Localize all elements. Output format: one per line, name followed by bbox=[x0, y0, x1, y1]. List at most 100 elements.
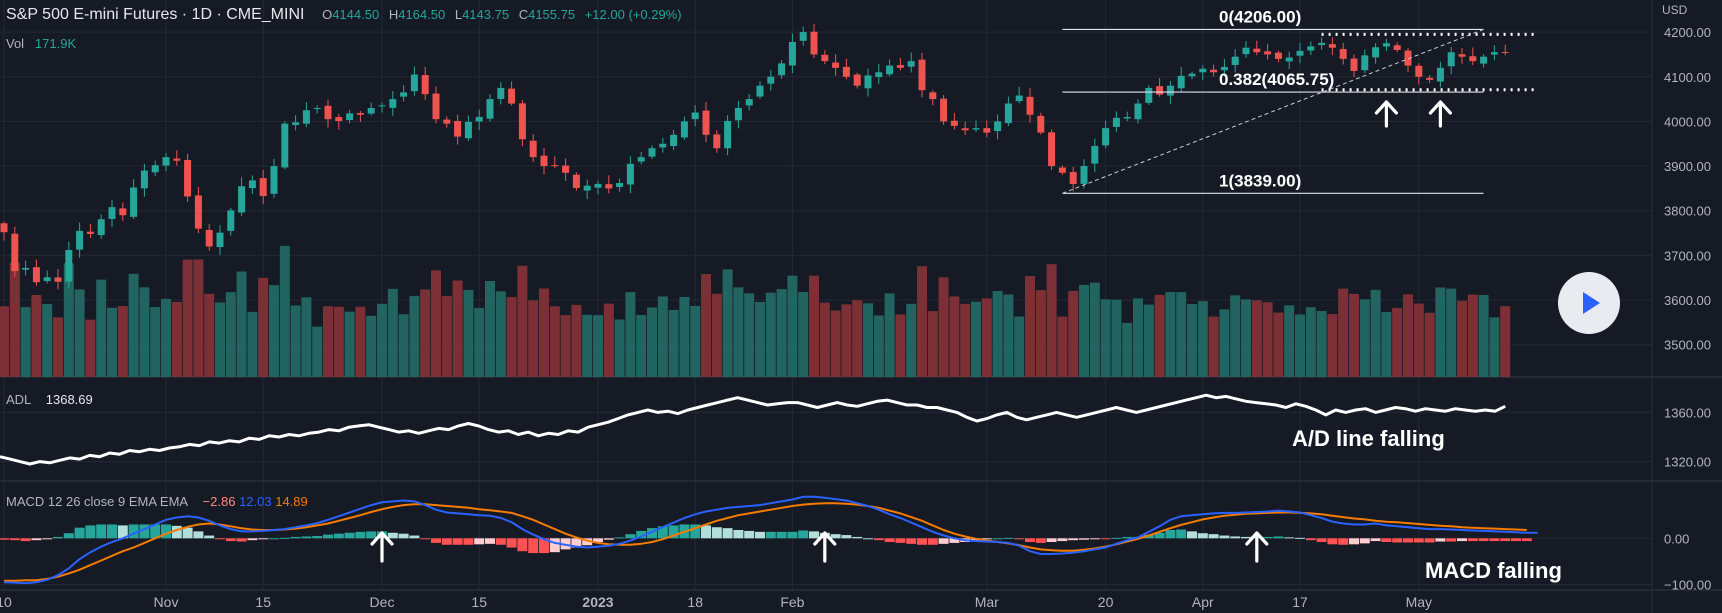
volume-bar bbox=[377, 303, 387, 377]
macd-hist-bar bbox=[647, 528, 657, 539]
macd-hist-bar bbox=[711, 527, 722, 539]
candle-body bbox=[745, 99, 753, 106]
volume-bar bbox=[549, 306, 560, 377]
macd-hist-bar bbox=[593, 538, 603, 542]
arrow-up-icon bbox=[813, 531, 837, 563]
candle-body bbox=[724, 120, 732, 149]
volume-bar bbox=[1316, 310, 1327, 377]
drawing-overlays: 0(4206.00) 0.382(4065.75) 1(3839.00) bbox=[1062, 7, 1538, 194]
macd-hist-bar bbox=[938, 538, 949, 544]
macd-hist-bar bbox=[992, 538, 1003, 540]
volume-bar bbox=[938, 277, 949, 377]
candle-body bbox=[1156, 86, 1164, 95]
macd-hist-bar bbox=[290, 536, 301, 539]
volume-bar bbox=[1230, 295, 1241, 377]
candle-body bbox=[1102, 128, 1110, 146]
date-tick-label: 17 bbox=[1292, 594, 1308, 610]
volume-bar bbox=[1068, 290, 1079, 377]
macd-hist-bar bbox=[182, 527, 193, 539]
volume-bar bbox=[301, 297, 312, 377]
macd-hist-bar bbox=[571, 538, 582, 548]
volume-bar bbox=[1327, 314, 1338, 377]
macd-hist-bar bbox=[1165, 530, 1176, 539]
macd-hist-bar bbox=[949, 538, 960, 543]
macd-hist-bar bbox=[1014, 538, 1025, 540]
volume-bar bbox=[1349, 293, 1359, 377]
volume-bar bbox=[798, 291, 809, 377]
volume-bar bbox=[668, 309, 679, 377]
macd-hist-bar bbox=[625, 534, 636, 539]
volume-bar bbox=[582, 314, 593, 377]
candle-body bbox=[0, 223, 8, 233]
macd-hist-bar bbox=[722, 528, 733, 539]
macd-hist-bar bbox=[1122, 536, 1133, 539]
close-label: C bbox=[518, 7, 529, 22]
candle-body bbox=[367, 108, 375, 114]
macd-hist-bar bbox=[53, 536, 63, 539]
legend-macd: MACD 12 26 close 9 EMA EMA −2.86 12.03 1… bbox=[6, 494, 308, 509]
price-axis[interactable]: 4200.00 4100.00 4000.00 3900.00 3800.00 3700.… bbox=[1664, 25, 1711, 592]
candle-body bbox=[594, 183, 602, 188]
macd-hist-bar bbox=[1500, 538, 1511, 542]
macd-hist-bar bbox=[798, 530, 809, 539]
low-value: 4143.75 bbox=[462, 7, 510, 22]
macd-hist-bar bbox=[333, 533, 344, 539]
macd-hist-bar bbox=[1068, 538, 1079, 541]
candle-body bbox=[1253, 48, 1261, 53]
high-label: H bbox=[388, 7, 399, 22]
candle-body bbox=[378, 105, 386, 107]
macd-hist-bar bbox=[657, 526, 668, 539]
volume-bar bbox=[722, 269, 733, 377]
candle-body bbox=[1242, 47, 1250, 55]
candle-body bbox=[1058, 167, 1066, 173]
macd-hist-bar bbox=[1079, 538, 1089, 540]
date-tick-label: Mar bbox=[975, 594, 999, 610]
macd-hist-bar bbox=[1478, 538, 1489, 542]
volume-bar bbox=[204, 293, 215, 377]
volume-bar bbox=[161, 298, 171, 377]
volume-bar bbox=[992, 290, 1003, 377]
candle-body bbox=[842, 66, 850, 77]
volume-bar bbox=[485, 280, 495, 377]
macd-hist-bar bbox=[301, 536, 312, 539]
candle-body bbox=[961, 128, 969, 131]
macd-hist-bar bbox=[1262, 536, 1273, 539]
volume-bar bbox=[258, 277, 269, 377]
macd-hist-bar bbox=[463, 538, 474, 545]
volume-bar bbox=[1381, 312, 1392, 377]
candle-body bbox=[583, 185, 591, 191]
candle-body bbox=[270, 166, 278, 194]
volume-bar bbox=[150, 307, 161, 377]
macd-hist-bar bbox=[1392, 538, 1403, 543]
candle-body bbox=[1393, 45, 1401, 50]
volume-bar bbox=[1273, 312, 1284, 377]
play-button[interactable] bbox=[1558, 272, 1620, 334]
volume-bar bbox=[1500, 306, 1511, 377]
volume-bar bbox=[571, 304, 582, 377]
macd-hist-bar bbox=[765, 531, 776, 539]
macd-hist-bar bbox=[1273, 536, 1284, 539]
candle-body bbox=[151, 165, 159, 173]
candle-body bbox=[1415, 65, 1423, 77]
candle-body bbox=[518, 103, 526, 140]
candle-body bbox=[680, 121, 688, 138]
candle-body bbox=[788, 41, 796, 66]
volume-bar bbox=[1251, 300, 1262, 377]
macd-hist-bar bbox=[1349, 538, 1359, 545]
macd-hist-bar bbox=[1327, 538, 1338, 545]
date-tick-label: 15 bbox=[471, 594, 487, 610]
candle-body bbox=[464, 121, 472, 139]
candle-body bbox=[1490, 52, 1498, 55]
macd-hist-bar bbox=[1154, 532, 1165, 539]
volume-bar bbox=[1478, 294, 1489, 377]
time-axis[interactable]: 10 Nov 15 Dec 15 2023 18 Feb Mar 20 Apr 17 May bbox=[0, 594, 1432, 610]
macd-hist-bar bbox=[117, 525, 128, 539]
adl-annotation: A/D line falling bbox=[1292, 426, 1445, 451]
symbol-title[interactable]: S&P 500 E-mini Futures · 1D · CME_MINI bbox=[6, 6, 305, 23]
candle-body bbox=[356, 113, 364, 115]
candle-body bbox=[140, 170, 148, 189]
macd-hist-bar bbox=[1305, 538, 1316, 541]
legend-main: S&P 500 E-mini Futures · 1D · CME_MINI O… bbox=[6, 6, 688, 24]
candle-body bbox=[259, 178, 267, 197]
